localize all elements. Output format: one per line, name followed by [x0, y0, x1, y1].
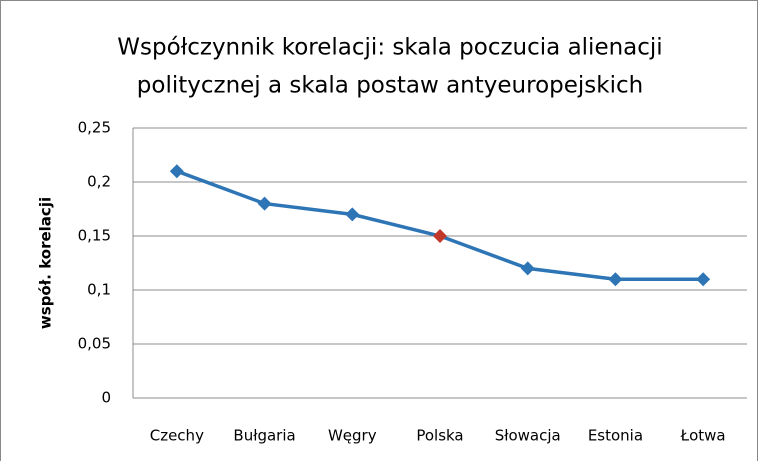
x-tick-label: Czechy [150, 427, 204, 445]
y-tick-label: 0,2 [87, 173, 111, 191]
x-tick-label: Estonia [588, 427, 643, 445]
marker [257, 196, 272, 211]
y-tick-label: 0,05 [78, 335, 111, 353]
marker [520, 261, 535, 276]
x-tick-label: Bułgaria [233, 427, 295, 445]
marker [433, 229, 447, 243]
y-tick-label: 0,15 [78, 227, 111, 245]
x-tick-label: Węgry [328, 427, 377, 445]
chart-title: Współczynnik korelacji: skala poczucia a… [117, 35, 662, 61]
x-tick-label: Polska [416, 427, 463, 445]
marker [169, 164, 184, 179]
y-axis-label: współ. korelacji [37, 197, 55, 329]
chart-title: politycznej a skala postaw antyeuropejsk… [137, 73, 643, 99]
x-tick-label: Słowacja [495, 427, 561, 445]
x-tick-label: Łotwa [680, 427, 726, 445]
marker [696, 272, 711, 287]
marker [608, 272, 623, 287]
y-tick-label: 0,1 [87, 281, 111, 299]
marker [345, 207, 360, 222]
y-tick-label: 0,25 [78, 119, 111, 137]
y-tick-label: 0 [101, 389, 111, 407]
